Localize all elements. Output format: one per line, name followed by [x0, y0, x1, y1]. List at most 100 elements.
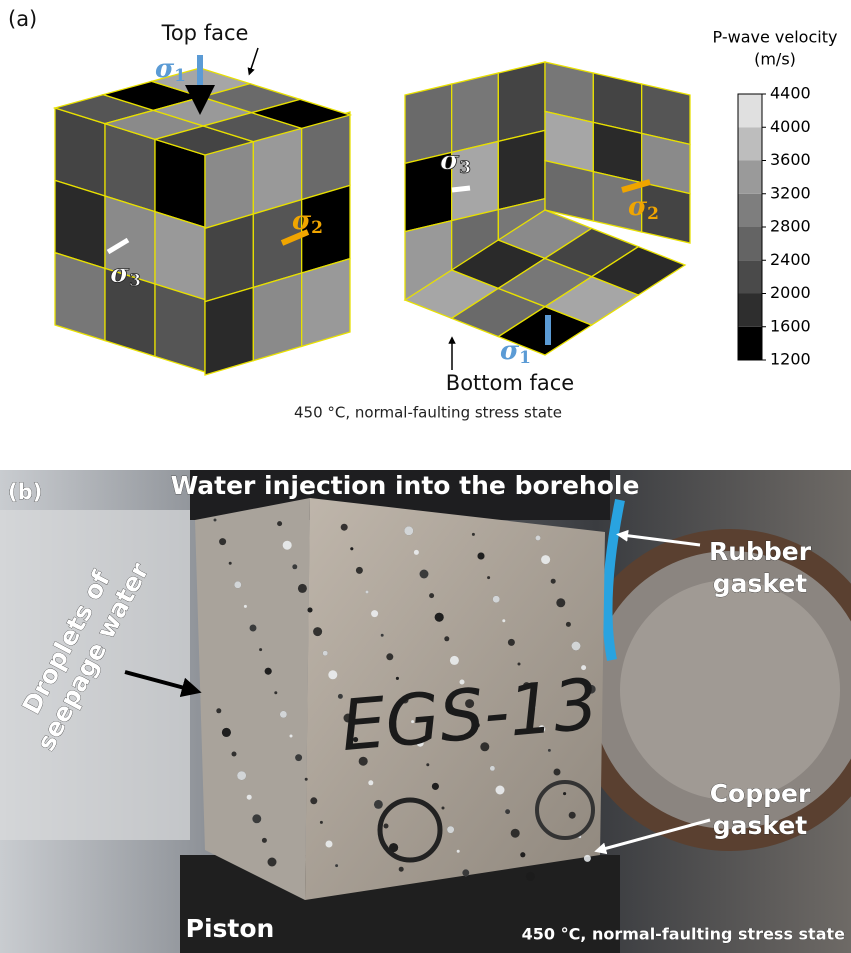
copper-gasket-label: Copper — [710, 779, 811, 808]
bottom-face-label: Bottom face — [446, 371, 574, 395]
speckle-dot — [337, 693, 343, 699]
voxel — [54, 251, 106, 342]
sigma-3: σ3 — [110, 259, 141, 291]
colorbar-tick-label: 3600 — [770, 150, 811, 169]
speckle-dot — [297, 583, 307, 593]
voxel — [544, 159, 594, 222]
speckle-dot — [213, 518, 217, 522]
speckle-dot — [328, 670, 338, 680]
speckle-dot — [495, 785, 505, 795]
sigma2-arrow — [621, 179, 651, 193]
colorbar-tick-label: 2400 — [770, 250, 811, 269]
speckle-dot — [304, 777, 308, 781]
speckle-dot — [358, 756, 368, 766]
speckle — [213, 518, 596, 881]
speckle-dot — [411, 720, 415, 724]
speckle-dot — [353, 737, 359, 743]
speckle-dot — [565, 621, 571, 627]
caption: 450 °C, normal-faulting stress state — [294, 404, 562, 422]
speckle-dot — [365, 590, 369, 594]
sigma-2: σ2 — [628, 192, 659, 224]
pointer — [124, 670, 202, 698]
speckle-dot — [313, 627, 323, 637]
speckle-dot — [398, 866, 404, 872]
speckle-dot — [282, 540, 292, 550]
speckle-dot — [249, 624, 257, 632]
pointer — [594, 818, 711, 855]
colorbar-segment — [738, 160, 762, 194]
speckle-dot — [538, 725, 546, 733]
speckle-dot — [487, 576, 491, 580]
speckle-dot — [563, 792, 567, 796]
speckle-dot — [243, 604, 247, 608]
colorbar-tick-label: 2000 — [770, 283, 811, 302]
speckle-dot — [553, 768, 561, 776]
sigma: σ — [110, 259, 130, 289]
speckle-dot — [477, 552, 485, 560]
voxel — [204, 139, 254, 230]
speckle-dot — [371, 610, 379, 618]
speckle-dot — [295, 754, 303, 762]
top-face-label: Top face — [161, 21, 249, 45]
speckle-dot — [246, 794, 252, 800]
speckle-dot — [532, 705, 536, 709]
sigma-3: σ3 — [440, 146, 471, 178]
voxel — [204, 286, 254, 376]
photo: EGS-13 — [0, 470, 851, 953]
colorbar-unit: (m/s) — [754, 50, 796, 69]
colorbar-segment — [738, 127, 762, 161]
speckle-dot — [319, 820, 323, 824]
voxel-cubes — [52, 61, 691, 376]
speckle-dot — [456, 849, 460, 853]
speckle-dot — [325, 840, 333, 848]
speckle-dot — [586, 684, 596, 694]
sigma-2: σ2 — [292, 206, 323, 238]
sigma: σ — [440, 146, 460, 176]
speckle-dot — [335, 864, 339, 868]
pointer — [247, 47, 259, 76]
speckle-dot — [447, 826, 455, 834]
speckle-dot — [389, 843, 399, 853]
sigma3-arrow — [106, 237, 130, 255]
sigma-index: 2 — [647, 204, 659, 224]
speckle-dot — [350, 547, 354, 551]
colorbar-tick-label: 3200 — [770, 183, 811, 202]
voxel — [301, 257, 351, 348]
speckle-dot — [419, 569, 429, 579]
speckle-dot — [429, 593, 435, 599]
speckle-dot — [228, 561, 232, 565]
speckle-dot — [310, 797, 318, 805]
voxel — [497, 129, 546, 211]
colorbar-segment — [738, 293, 762, 327]
sigma-index: 1 — [519, 348, 531, 368]
panel-label: (b) — [8, 480, 42, 504]
sigma-index: 2 — [311, 218, 323, 238]
speckle-dot — [307, 607, 313, 613]
sigma: σ — [155, 54, 175, 84]
colorbar-tick-label: 4000 — [770, 117, 811, 136]
sigma2-arrow — [280, 229, 310, 246]
speckle-dot — [547, 748, 551, 752]
speckle-dot — [465, 699, 475, 709]
speckle-dot — [517, 662, 521, 666]
sigma: σ — [292, 206, 312, 236]
sigma-1: σ1 — [500, 336, 531, 368]
speckle-dot — [401, 696, 409, 704]
speckle-dot — [252, 814, 262, 824]
speckle-dot — [380, 633, 384, 637]
speckle-dot — [462, 869, 470, 877]
colorbar-tick-label: 2800 — [770, 217, 811, 236]
colorbar-segment — [738, 326, 762, 360]
voxel — [204, 213, 254, 303]
speckle-dot — [386, 653, 394, 661]
speckle-dot — [322, 650, 328, 656]
speckle-dot — [431, 782, 439, 790]
photo-caption: 450 °C, normal-faulting stress state — [522, 925, 846, 944]
sigma-index: 3 — [459, 158, 471, 178]
speckle-dot — [550, 578, 556, 584]
speckle-dot — [219, 538, 227, 546]
speckle-dot — [556, 598, 566, 608]
voxel — [497, 61, 546, 143]
speckle-dot — [216, 708, 222, 714]
voxel — [249, 98, 353, 130]
